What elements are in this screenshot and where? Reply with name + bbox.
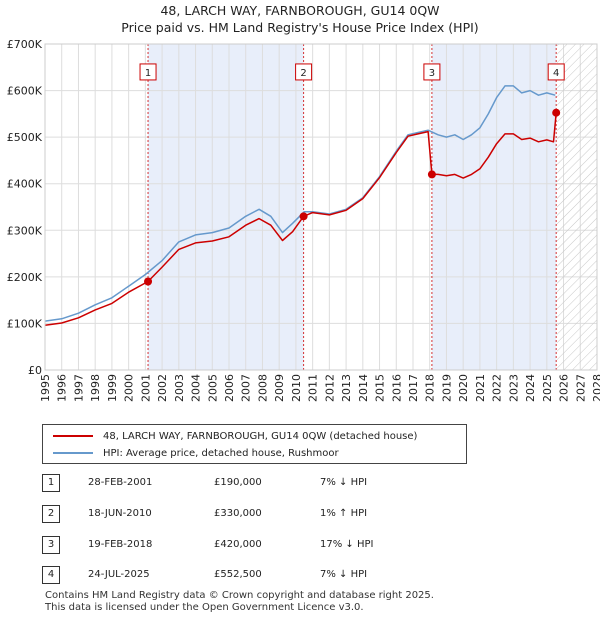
sale-point <box>144 277 153 286</box>
x-tick-label: 2006 <box>223 374 236 402</box>
x-tick-label: 2024 <box>524 374 537 402</box>
legend-item-hpi: HPI: Average price, detached house, Rush… <box>53 445 339 461</box>
x-tick-label: 2012 <box>323 374 336 402</box>
footer-copyright: Contains HM Land Registry data © Crown c… <box>45 590 434 601</box>
x-tick-label: 2002 <box>156 374 169 402</box>
x-tick-label: 2004 <box>190 374 203 402</box>
x-tick-label: 2023 <box>507 374 520 402</box>
x-tick-label: 2017 <box>407 374 420 402</box>
price-chart: 1 2 3 4 £0 £100K £200K £300K £400K £500K £600K £70… <box>7 38 600 402</box>
x-tick-label: 2001 <box>139 374 152 402</box>
sale-marker-label: 4 <box>553 68 559 79</box>
sale-marker-box <box>423 63 441 81</box>
y-tick-label: £200K <box>7 271 43 284</box>
sale-point <box>427 170 436 179</box>
series-lines <box>44 85 557 327</box>
y-tick-label: £500K <box>7 131 43 144</box>
transaction-price: £190,000 <box>214 477 262 488</box>
transaction-price: £552,500 <box>214 569 262 580</box>
x-tick-label: 2026 <box>558 374 571 402</box>
transaction-hpi: 7% ↓ HPI <box>320 477 368 488</box>
sale-period-bands <box>148 44 557 370</box>
y-tick-label: £0 <box>28 364 42 377</box>
x-tick-label: 2011 <box>307 374 320 402</box>
y-tick-label: £700K <box>7 38 43 51</box>
transaction-date: 28-FEB-2001 <box>88 477 153 488</box>
y-axis-tick-labels: £0 £100K £200K £300K £400K £500K £600K £700K <box>7 38 43 377</box>
transaction-number: 3 <box>42 536 60 554</box>
future-hatch-area <box>556 44 597 370</box>
sale-marker-box <box>139 63 157 81</box>
chart-title: 48, LARCH WAY, FARNBOROUGH, GU14 0QW <box>160 3 440 18</box>
x-tick-label: 2013 <box>340 374 353 402</box>
sale-marker-label: 3 <box>429 68 435 79</box>
sale-point <box>552 108 561 117</box>
y-tick-label: £100K <box>7 317 43 330</box>
transaction-number: 2 <box>42 505 60 523</box>
transaction-date: 19-FEB-2018 <box>88 539 153 550</box>
y-tick-label: £400K <box>7 178 43 191</box>
sale-marker-box <box>547 63 565 81</box>
legend: 48, LARCH WAY, FARNBOROUGH, GU14 0QW (de… <box>42 424 467 464</box>
x-tick-label: 2000 <box>123 374 136 402</box>
legend-item-property: 48, LARCH WAY, FARNBOROUGH, GU14 0QW (de… <box>53 428 417 444</box>
hpi-series-line <box>44 85 556 322</box>
legend-label-property: 48, LARCH WAY, FARNBOROUGH, GU14 0QW (de… <box>103 430 418 442</box>
x-tick-label: 2022 <box>491 374 504 402</box>
x-tick-label: 2019 <box>440 374 453 402</box>
x-tick-label: 2027 <box>574 374 587 402</box>
x-tick-label: 2015 <box>374 374 387 402</box>
x-tick-label: 2021 <box>474 374 487 402</box>
y-tick-label: £300K <box>7 224 43 237</box>
footer-licence: This data is licensed under the Open Gov… <box>45 602 364 613</box>
transaction-hpi: 7% ↓ HPI <box>320 569 368 580</box>
transaction-number: 4 <box>42 566 60 584</box>
x-tick-label: 1998 <box>89 374 102 402</box>
x-tick-label: 2005 <box>206 374 219 402</box>
x-tick-label: 2018 <box>424 374 437 402</box>
sale-point <box>299 212 308 221</box>
sale-period-band <box>431 44 557 370</box>
x-tick-label: 1996 <box>56 374 69 402</box>
transaction-hpi: 1% ↑ HPI <box>320 508 368 519</box>
transaction-date: 24-JUL-2025 <box>88 569 150 580</box>
x-tick-label: 1999 <box>106 374 119 402</box>
transaction-date: 18-JUN-2010 <box>88 508 152 519</box>
legend-swatch-hpi <box>53 452 93 454</box>
x-tick-label: 2009 <box>273 374 286 402</box>
sale-points <box>144 108 561 286</box>
legend-label-hpi: HPI: Average price, detached house, Rush… <box>103 447 339 459</box>
legend-swatch-property <box>53 435 93 437</box>
x-tick-label: 2016 <box>390 374 403 402</box>
x-tick-label: 2028 <box>591 374 600 402</box>
x-tick-label: 2025 <box>541 374 554 402</box>
x-tick-label: 2020 <box>457 374 470 402</box>
transaction-price: £420,000 <box>214 539 262 550</box>
sale-marker-label: 2 <box>300 68 306 79</box>
transaction-hpi: 17% ↓ HPI <box>320 539 374 550</box>
transaction-price: £330,000 <box>214 508 262 519</box>
property-series-line <box>44 112 557 327</box>
x-tick-label: 2003 <box>173 374 186 402</box>
sale-period-band <box>148 44 304 370</box>
x-tick-label: 2014 <box>357 374 370 402</box>
x-tick-label: 2010 <box>290 374 303 402</box>
x-tick-label: 1997 <box>72 374 85 402</box>
sale-marker-label: 1 <box>145 68 151 79</box>
plot-frame <box>44 43 598 371</box>
transaction-number: 1 <box>42 474 60 492</box>
x-tick-label: 1995 <box>39 374 52 402</box>
sale-marker-labels: 1 2 3 4 <box>139 63 565 81</box>
y-tick-label: £600K <box>7 85 43 98</box>
x-tick-label: 2007 <box>240 374 253 402</box>
chart-subtitle: Price paid vs. HM Land Registry's House … <box>121 20 479 35</box>
x-tick-label: 2008 <box>256 374 269 402</box>
x-axis-tick-labels: 1995 1996 1997 1998 1999 2000 2001 2002 2003 2004… <box>39 374 600 402</box>
sale-marker-box <box>295 63 313 81</box>
